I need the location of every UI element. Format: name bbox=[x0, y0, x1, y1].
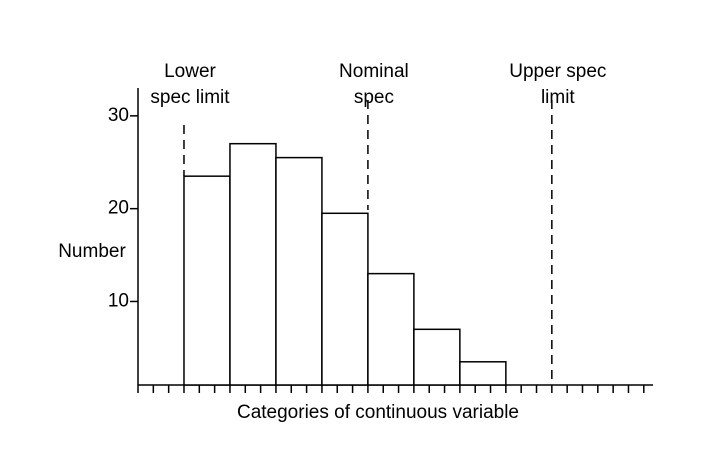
bar bbox=[367, 272, 415, 386]
y-axis-label: Number bbox=[58, 241, 126, 262]
annotation: spec limit bbox=[150, 87, 230, 108]
bar bbox=[321, 212, 369, 386]
y-tick-label: 20 bbox=[108, 198, 129, 219]
y-tick-label: 10 bbox=[108, 290, 129, 311]
annotation: spec bbox=[354, 87, 394, 108]
bar bbox=[275, 156, 323, 386]
bar bbox=[229, 142, 277, 386]
x-axis-label: Categories of continuous variable bbox=[237, 402, 519, 423]
bar bbox=[183, 175, 231, 386]
annotation: limit bbox=[541, 87, 575, 108]
bar bbox=[413, 328, 461, 386]
bar bbox=[459, 361, 507, 386]
annotation: Nominal bbox=[339, 61, 409, 82]
annotation: Lower bbox=[164, 61, 216, 82]
annotation: Upper spec bbox=[509, 61, 606, 82]
y-tick-label: 30 bbox=[108, 105, 129, 126]
